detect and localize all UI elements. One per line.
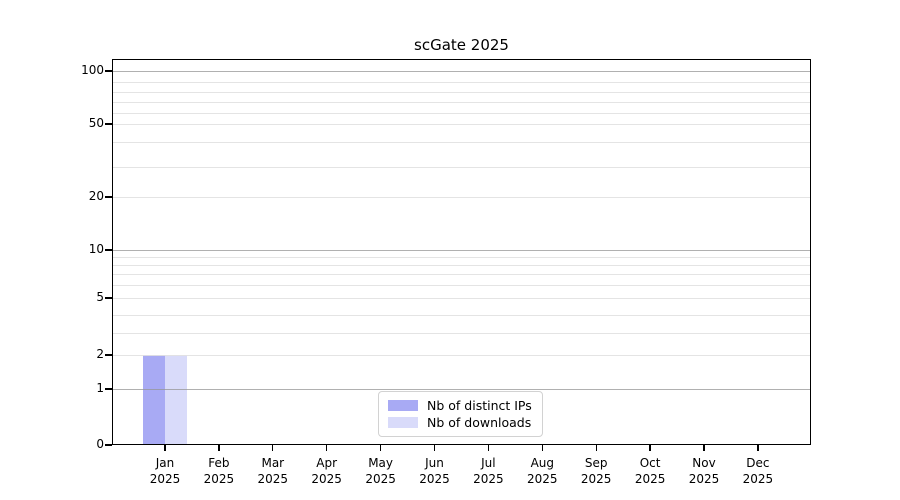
x-tick-jul bbox=[487, 445, 490, 451]
x-tick-label-apr: Apr 2025 bbox=[311, 456, 342, 486]
gridline-y-7 bbox=[113, 274, 810, 275]
chart-title: scGate 2025 bbox=[414, 36, 509, 54]
y-tick-100 bbox=[105, 70, 112, 72]
gridline-y-40 bbox=[113, 142, 810, 143]
x-tick-nov bbox=[703, 445, 705, 451]
x-tick-label-jan: Jan 2025 bbox=[149, 456, 181, 486]
gridline-y-2 bbox=[113, 355, 810, 356]
y-tick-label-5: 5 bbox=[96, 290, 104, 304]
x-tick-jun bbox=[433, 445, 436, 451]
x-tick-jan bbox=[164, 445, 166, 451]
legend-label-distinct-ips: Nb of distinct IPs bbox=[427, 398, 532, 413]
gridline-y-3 bbox=[113, 333, 810, 334]
gridline-y-1 bbox=[113, 389, 810, 390]
legend-label-downloads: Nb of downloads bbox=[427, 415, 532, 430]
y-tick-label-0: 0 bbox=[96, 437, 104, 451]
y-tick-50 bbox=[105, 123, 112, 125]
y-tick-2 bbox=[105, 354, 112, 356]
gridline-y-20 bbox=[113, 197, 810, 198]
gridline-y-90 bbox=[113, 82, 810, 83]
gridline-y-30 bbox=[113, 167, 810, 168]
y-tick-label-1: 1 bbox=[96, 381, 104, 395]
gridline-y-8 bbox=[113, 265, 810, 266]
x-tick-may bbox=[379, 445, 382, 451]
legend-item-downloads: Nb of downloads bbox=[388, 415, 533, 430]
y-tick-label-100: 100 bbox=[81, 63, 104, 77]
x-tick-label-mar: Mar 2025 bbox=[257, 456, 289, 486]
gridline-y-10 bbox=[113, 250, 810, 251]
x-tick-label-jun: Jun 2025 bbox=[419, 456, 450, 486]
x-tick-aug bbox=[541, 445, 543, 451]
y-tick-label-10: 10 bbox=[88, 242, 104, 256]
gridline-y-9 bbox=[113, 257, 810, 258]
x-tick-label-feb: Feb 2025 bbox=[203, 456, 235, 486]
x-tick-label-oct: Oct 2025 bbox=[634, 456, 666, 486]
y-tick-label-2: 2 bbox=[96, 347, 104, 361]
y-tick-0 bbox=[105, 444, 112, 446]
x-tick-label-sep: Sep 2025 bbox=[580, 456, 612, 486]
legend-item-distinct-ips: Nb of distinct IPs bbox=[388, 398, 533, 413]
gridline-y-100 bbox=[113, 71, 810, 72]
gridline-y-80 bbox=[113, 92, 810, 93]
x-tick-label-jul: Jul 2025 bbox=[473, 456, 504, 486]
x-tick-mar bbox=[272, 445, 274, 451]
y-tick-20 bbox=[105, 196, 112, 198]
y-tick-5 bbox=[105, 297, 112, 299]
bar-nb-of-distinct-ips-jan bbox=[143, 355, 165, 445]
gridline-y-50 bbox=[113, 124, 810, 125]
x-tick-sep bbox=[595, 445, 597, 451]
x-tick-dec bbox=[757, 445, 759, 451]
gridline-y-6 bbox=[113, 285, 810, 286]
x-tick-apr bbox=[326, 445, 328, 451]
legend-swatch-distinct-ips bbox=[388, 400, 418, 411]
legend-swatch-downloads bbox=[388, 417, 418, 428]
x-tick-label-nov: Nov 2025 bbox=[688, 456, 720, 486]
y-tick-10 bbox=[105, 249, 112, 251]
x-tick-label-aug: Aug 2025 bbox=[527, 456, 558, 486]
y-tick-label-50: 50 bbox=[88, 116, 104, 130]
gridline-y-5 bbox=[113, 298, 810, 299]
y-tick-label-20: 20 bbox=[88, 189, 104, 203]
x-tick-label-may: May 2025 bbox=[365, 456, 396, 486]
legend: Nb of distinct IPs Nb of downloads bbox=[378, 391, 543, 437]
gridline-y-60 bbox=[113, 113, 810, 114]
x-tick-oct bbox=[649, 445, 651, 451]
bar-nb-of-downloads-jan bbox=[165, 355, 187, 445]
x-tick-label-dec: Dec 2025 bbox=[742, 456, 774, 486]
y-tick-1 bbox=[105, 388, 112, 390]
gridline-y-4 bbox=[113, 315, 810, 316]
x-tick-feb bbox=[218, 445, 220, 451]
gridline-y-70 bbox=[113, 102, 810, 103]
